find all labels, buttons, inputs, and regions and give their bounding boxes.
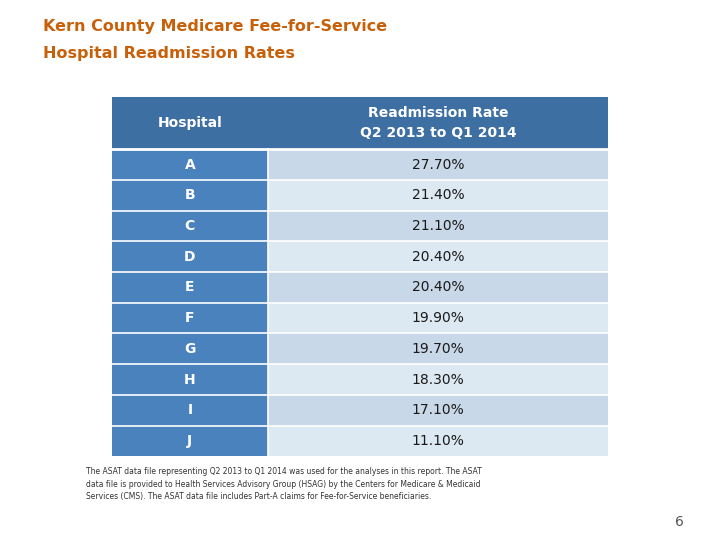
Text: D: D (184, 249, 196, 264)
Text: E: E (185, 280, 194, 294)
Text: 18.30%: 18.30% (412, 373, 464, 387)
Text: The ASAT data file representing Q2 2013 to Q1 2014 was used for the analyses in : The ASAT data file representing Q2 2013 … (86, 467, 482, 501)
Text: Hospital Readmission Rates: Hospital Readmission Rates (43, 46, 295, 61)
Text: Readmission Rate
Q2 2013 to Q1 2014: Readmission Rate Q2 2013 to Q1 2014 (360, 106, 516, 140)
Text: 19.90%: 19.90% (412, 311, 464, 325)
Text: Kern County Medicare Fee-for-Service: Kern County Medicare Fee-for-Service (43, 19, 387, 34)
Text: A: A (184, 158, 195, 172)
Text: B: B (184, 188, 195, 202)
Text: I: I (187, 403, 192, 417)
Text: F: F (185, 311, 194, 325)
Text: 20.40%: 20.40% (412, 249, 464, 264)
Text: C: C (185, 219, 195, 233)
Text: J: J (187, 434, 192, 448)
Text: 19.70%: 19.70% (412, 342, 464, 356)
Text: Hospital: Hospital (158, 116, 222, 130)
Text: 21.40%: 21.40% (412, 188, 464, 202)
Text: H: H (184, 373, 196, 387)
Text: G: G (184, 342, 196, 356)
Text: 27.70%: 27.70% (412, 158, 464, 172)
Text: 6: 6 (675, 515, 684, 529)
Text: 17.10%: 17.10% (412, 403, 464, 417)
Text: 21.10%: 21.10% (412, 219, 464, 233)
Text: 20.40%: 20.40% (412, 280, 464, 294)
Text: 11.10%: 11.10% (412, 434, 464, 448)
